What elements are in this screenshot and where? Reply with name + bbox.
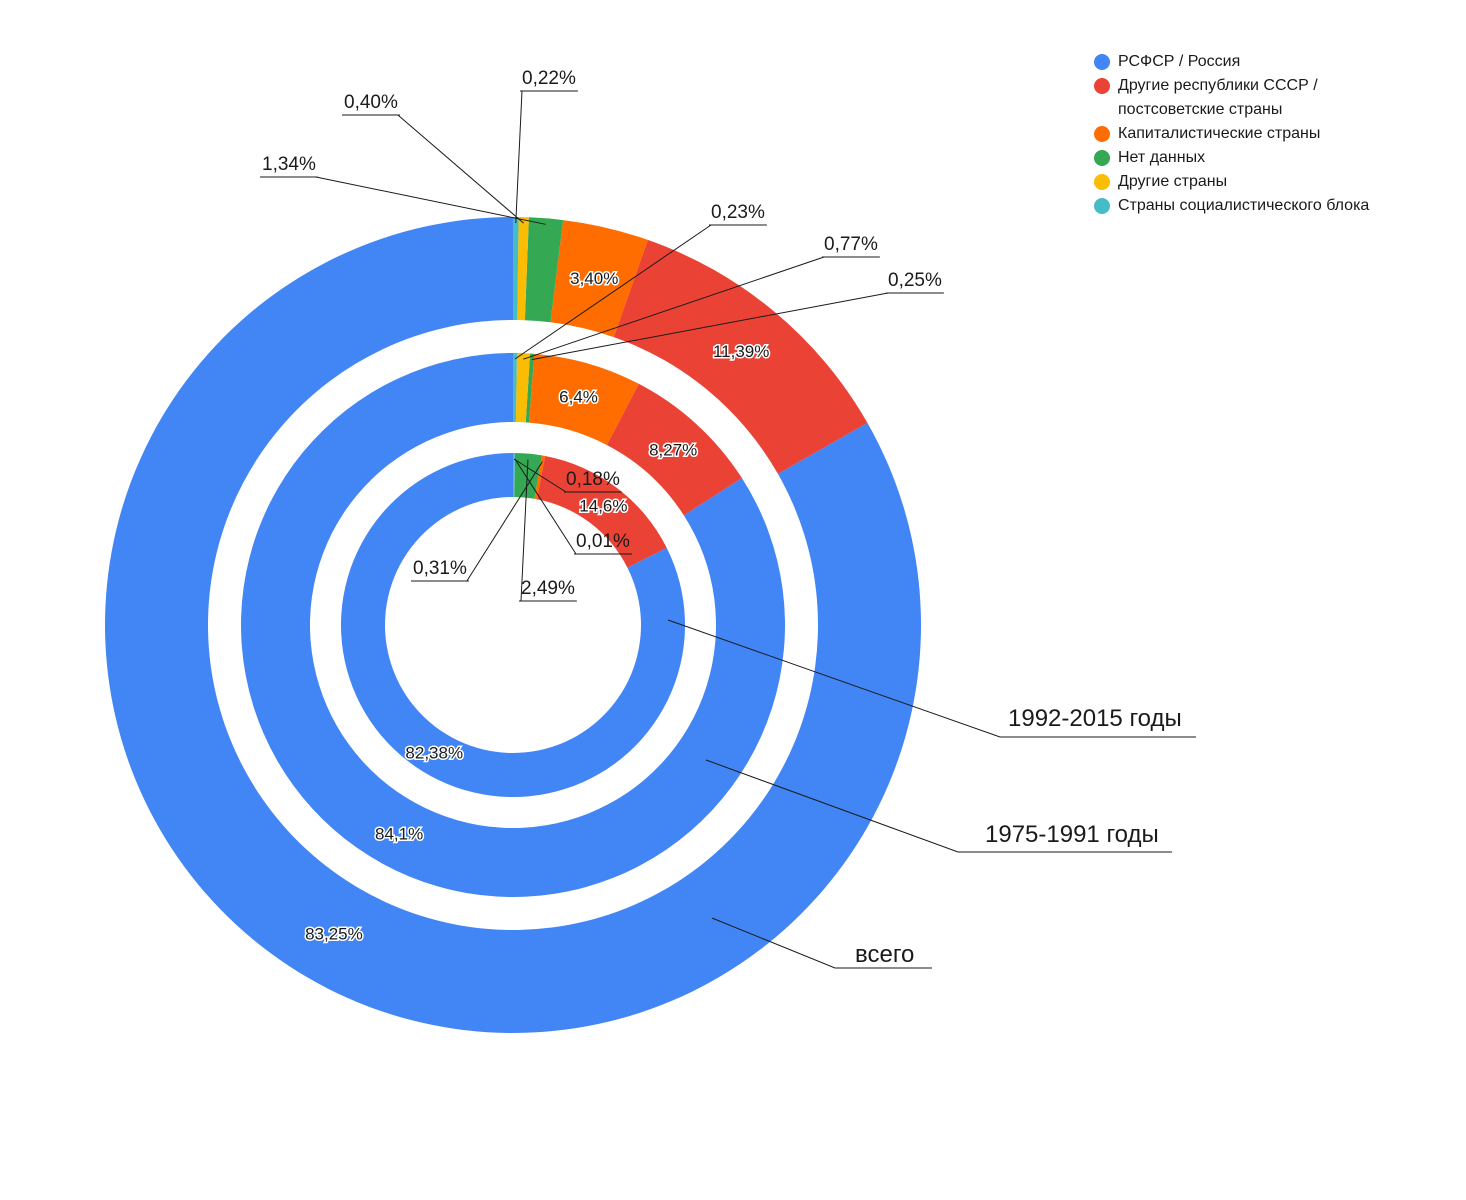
ring-name-leader	[711, 917, 932, 969]
ring-name-label: всего	[855, 941, 914, 968]
ring-name-label: 1992-2015 годы	[1008, 705, 1182, 732]
slice-label: 8,27%	[649, 441, 697, 460]
legend-item-no-data: Нет данных	[1094, 146, 1434, 170]
legend-label: Другие республики СССР /	[1118, 77, 1318, 94]
slice-ring0-cat2	[550, 220, 648, 338]
legend-label: Страны социалистического блока	[1118, 197, 1370, 214]
slice-ring1-cat3	[525, 353, 535, 423]
callout-label: 0,25%	[888, 270, 942, 291]
legend-swatch-icon	[1094, 78, 1110, 94]
slice-label: 11,39%	[713, 342, 769, 361]
ring-name-label: 1975-1991 годы	[985, 821, 1159, 848]
slice-ring1-cat5	[513, 353, 517, 423]
slice-label: 84,1%	[375, 824, 423, 843]
legend-label: Другие страны	[1118, 173, 1228, 190]
legend-item-other-countries: Другие страны	[1094, 170, 1434, 194]
ring-name-leader	[705, 759, 1172, 853]
slice-label: 82,38%	[405, 744, 463, 763]
callout-label: 0,31%	[413, 558, 467, 579]
slice-label: 14,6%	[579, 496, 627, 515]
callout-leader	[520, 459, 529, 602]
callout-label: 0,77%	[824, 234, 878, 255]
legend-item-socialist: Страны социалистического блока	[1094, 194, 1434, 218]
slice-label: 3,40%	[570, 269, 618, 288]
slice-label: 6,4%	[559, 388, 598, 407]
slices-layer	[105, 217, 922, 1033]
slice-ring2-cat5	[513, 453, 515, 498]
callout-leader	[514, 224, 712, 360]
legend-swatch-icon	[1094, 150, 1110, 166]
callout-leader	[513, 458, 567, 493]
legend-swatch-icon	[1094, 54, 1110, 70]
slice-ring1-cat1	[606, 383, 742, 516]
slice-ring0-cat1	[613, 239, 868, 474]
slice-ring2-cat2	[534, 455, 546, 500]
callout-leader	[515, 90, 523, 224]
callout-leader	[315, 176, 546, 225]
ring-names-layer: всего 1975-1991 годы 1992-2015 годы	[667, 619, 1196, 969]
callout-label: 0,23%	[711, 202, 765, 223]
legend: РСФСР / Россия Другие республики СССР / …	[1094, 50, 1434, 218]
callout-label: 0,18%	[566, 469, 620, 490]
slice-ring1-cat2	[528, 353, 639, 445]
callout-label: 0,40%	[344, 92, 398, 113]
callout-leader	[523, 256, 825, 360]
slice-ring2-cat4	[514, 453, 516, 498]
legend-item-other-ussr: Другие республики СССР / постсоветские с…	[1094, 74, 1434, 122]
slice-ring2-cat3	[514, 453, 542, 499]
callout-label: 1,34%	[262, 154, 316, 175]
legend-item-capitalist: Капиталистические страны	[1094, 122, 1434, 146]
callout-label: 0,22%	[522, 68, 576, 89]
legend-swatch-icon	[1094, 198, 1110, 214]
legend-swatch-icon	[1094, 174, 1110, 190]
slice-ring0-cat3	[524, 217, 564, 323]
legend-label: РСФСР / Россия	[1118, 53, 1241, 70]
legend-label: Капиталистические страны	[1118, 125, 1321, 142]
legend-label-continued: постсоветские страны	[1118, 101, 1283, 118]
slice-ring0-cat4	[517, 217, 529, 321]
slice-ring0-cat5	[513, 217, 519, 321]
callout-label: 2,49%	[521, 578, 575, 599]
legend-swatch-icon	[1094, 126, 1110, 142]
callout-leader	[531, 292, 889, 361]
callout-label: 0,01%	[576, 531, 630, 552]
callout-leader	[514, 458, 577, 555]
ring-name-leader	[667, 619, 1196, 738]
slice-ring2-cat1	[536, 456, 667, 568]
callout-leader	[397, 114, 524, 224]
slice-ring1-cat4	[515, 353, 531, 423]
legend-item-russia: РСФСР / Россия	[1094, 50, 1434, 74]
slice-label: 83,25%	[305, 924, 363, 943]
legend-label: Нет данных	[1118, 149, 1206, 166]
labels-layer: 83,25% 11,39% 3,40% 84,1% 8,27% 6,4% 82,38% 14,…	[304, 267, 771, 944]
callouts-layer: 1,34% 0,40% 0,22% 0,25% 0,77% 0,23% 0,31% 2,49%…	[260, 68, 944, 602]
